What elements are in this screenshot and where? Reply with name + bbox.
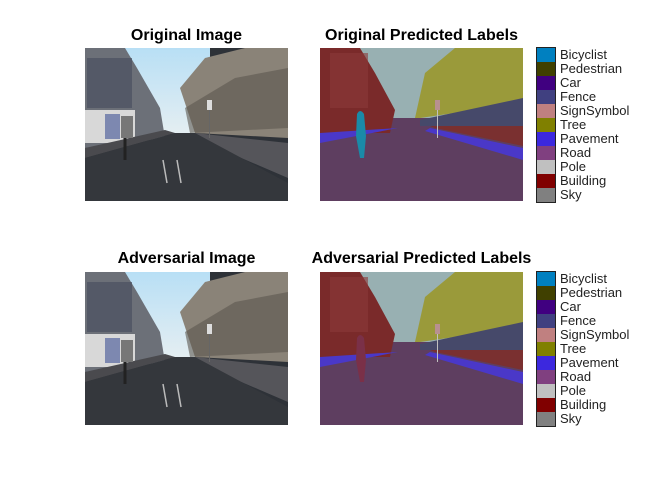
colorbar-labels-adversarial: Bicyclist Pedestrian Car Fence SignSymbol Tre… (560, 272, 629, 426)
colorbar-label: Fence (560, 313, 597, 328)
colorbar-swatch (537, 328, 555, 342)
colorbar-label: Car (560, 299, 581, 314)
colorbar-swatch (537, 188, 555, 202)
colorbar-swatch (537, 412, 555, 426)
title-adversarial-labels: Adversarial Predicted Labels (311, 250, 532, 267)
colorbar-swatch (537, 48, 555, 62)
colorbar-label: Sky (560, 187, 582, 202)
colorbar-label: Bicyclist (560, 47, 607, 62)
colorbar-label: Car (560, 75, 581, 90)
colorbar-swatch (537, 90, 555, 104)
colorbar-label: Fence (560, 89, 597, 104)
colorbar-adversarial (536, 271, 556, 427)
colorbar-label: Pedestrian (560, 61, 623, 76)
title-adversarial-image: Adversarial Image (117, 250, 256, 267)
colorbar-label: SignSymbol (560, 103, 630, 118)
colorbar-label: Tree (560, 117, 587, 132)
colorbar-swatch (537, 132, 555, 146)
colorbar-swatch (537, 314, 555, 328)
colorbar-swatch (537, 356, 555, 370)
colorbar-swatch (537, 398, 555, 412)
colorbar-label: Building (560, 173, 607, 188)
colorbar-label: Pavement (560, 355, 619, 370)
adversarial-predicted-labels (320, 272, 523, 425)
colorbar-swatch (537, 146, 555, 160)
original-predicted-labels (320, 48, 523, 201)
title-original-image: Original Image (130, 27, 243, 44)
title-original-labels: Original Predicted Labels (325, 27, 518, 44)
colorbar-label: Pedestrian (560, 285, 623, 300)
colorbar-swatch (537, 76, 555, 90)
colorbar-swatch (537, 384, 555, 398)
colorbar-swatch (537, 370, 555, 384)
adversarial-image (85, 272, 288, 425)
colorbar-labels-original: Bicyclist Pedestrian Car Fence SignSymbol Tre… (560, 48, 629, 202)
colorbar-label: SignSymbol (560, 327, 630, 342)
colorbar-label: Bicyclist (560, 271, 607, 286)
colorbar-label: Building (560, 397, 607, 412)
colorbar-swatch (537, 174, 555, 188)
colorbar-label: Pole (560, 383, 587, 398)
colorbar-label: Pole (560, 159, 587, 174)
colorbar-swatch (537, 160, 555, 174)
colorbar-swatch (537, 118, 555, 132)
colorbar-label: Pavement (560, 131, 619, 146)
colorbar-swatch (537, 62, 555, 76)
colorbar-label: Sky (560, 411, 582, 426)
colorbar-swatch (537, 104, 555, 118)
colorbar-label: Tree (560, 341, 587, 356)
colorbar-swatch (537, 300, 555, 314)
colorbar-swatch (537, 272, 555, 286)
colorbar-swatch (537, 286, 555, 300)
colorbar-original (536, 47, 556, 203)
colorbar-swatch (537, 342, 555, 356)
original-image (85, 48, 288, 201)
colorbar-label: Road (560, 369, 592, 384)
colorbar-label: Road (560, 145, 592, 160)
